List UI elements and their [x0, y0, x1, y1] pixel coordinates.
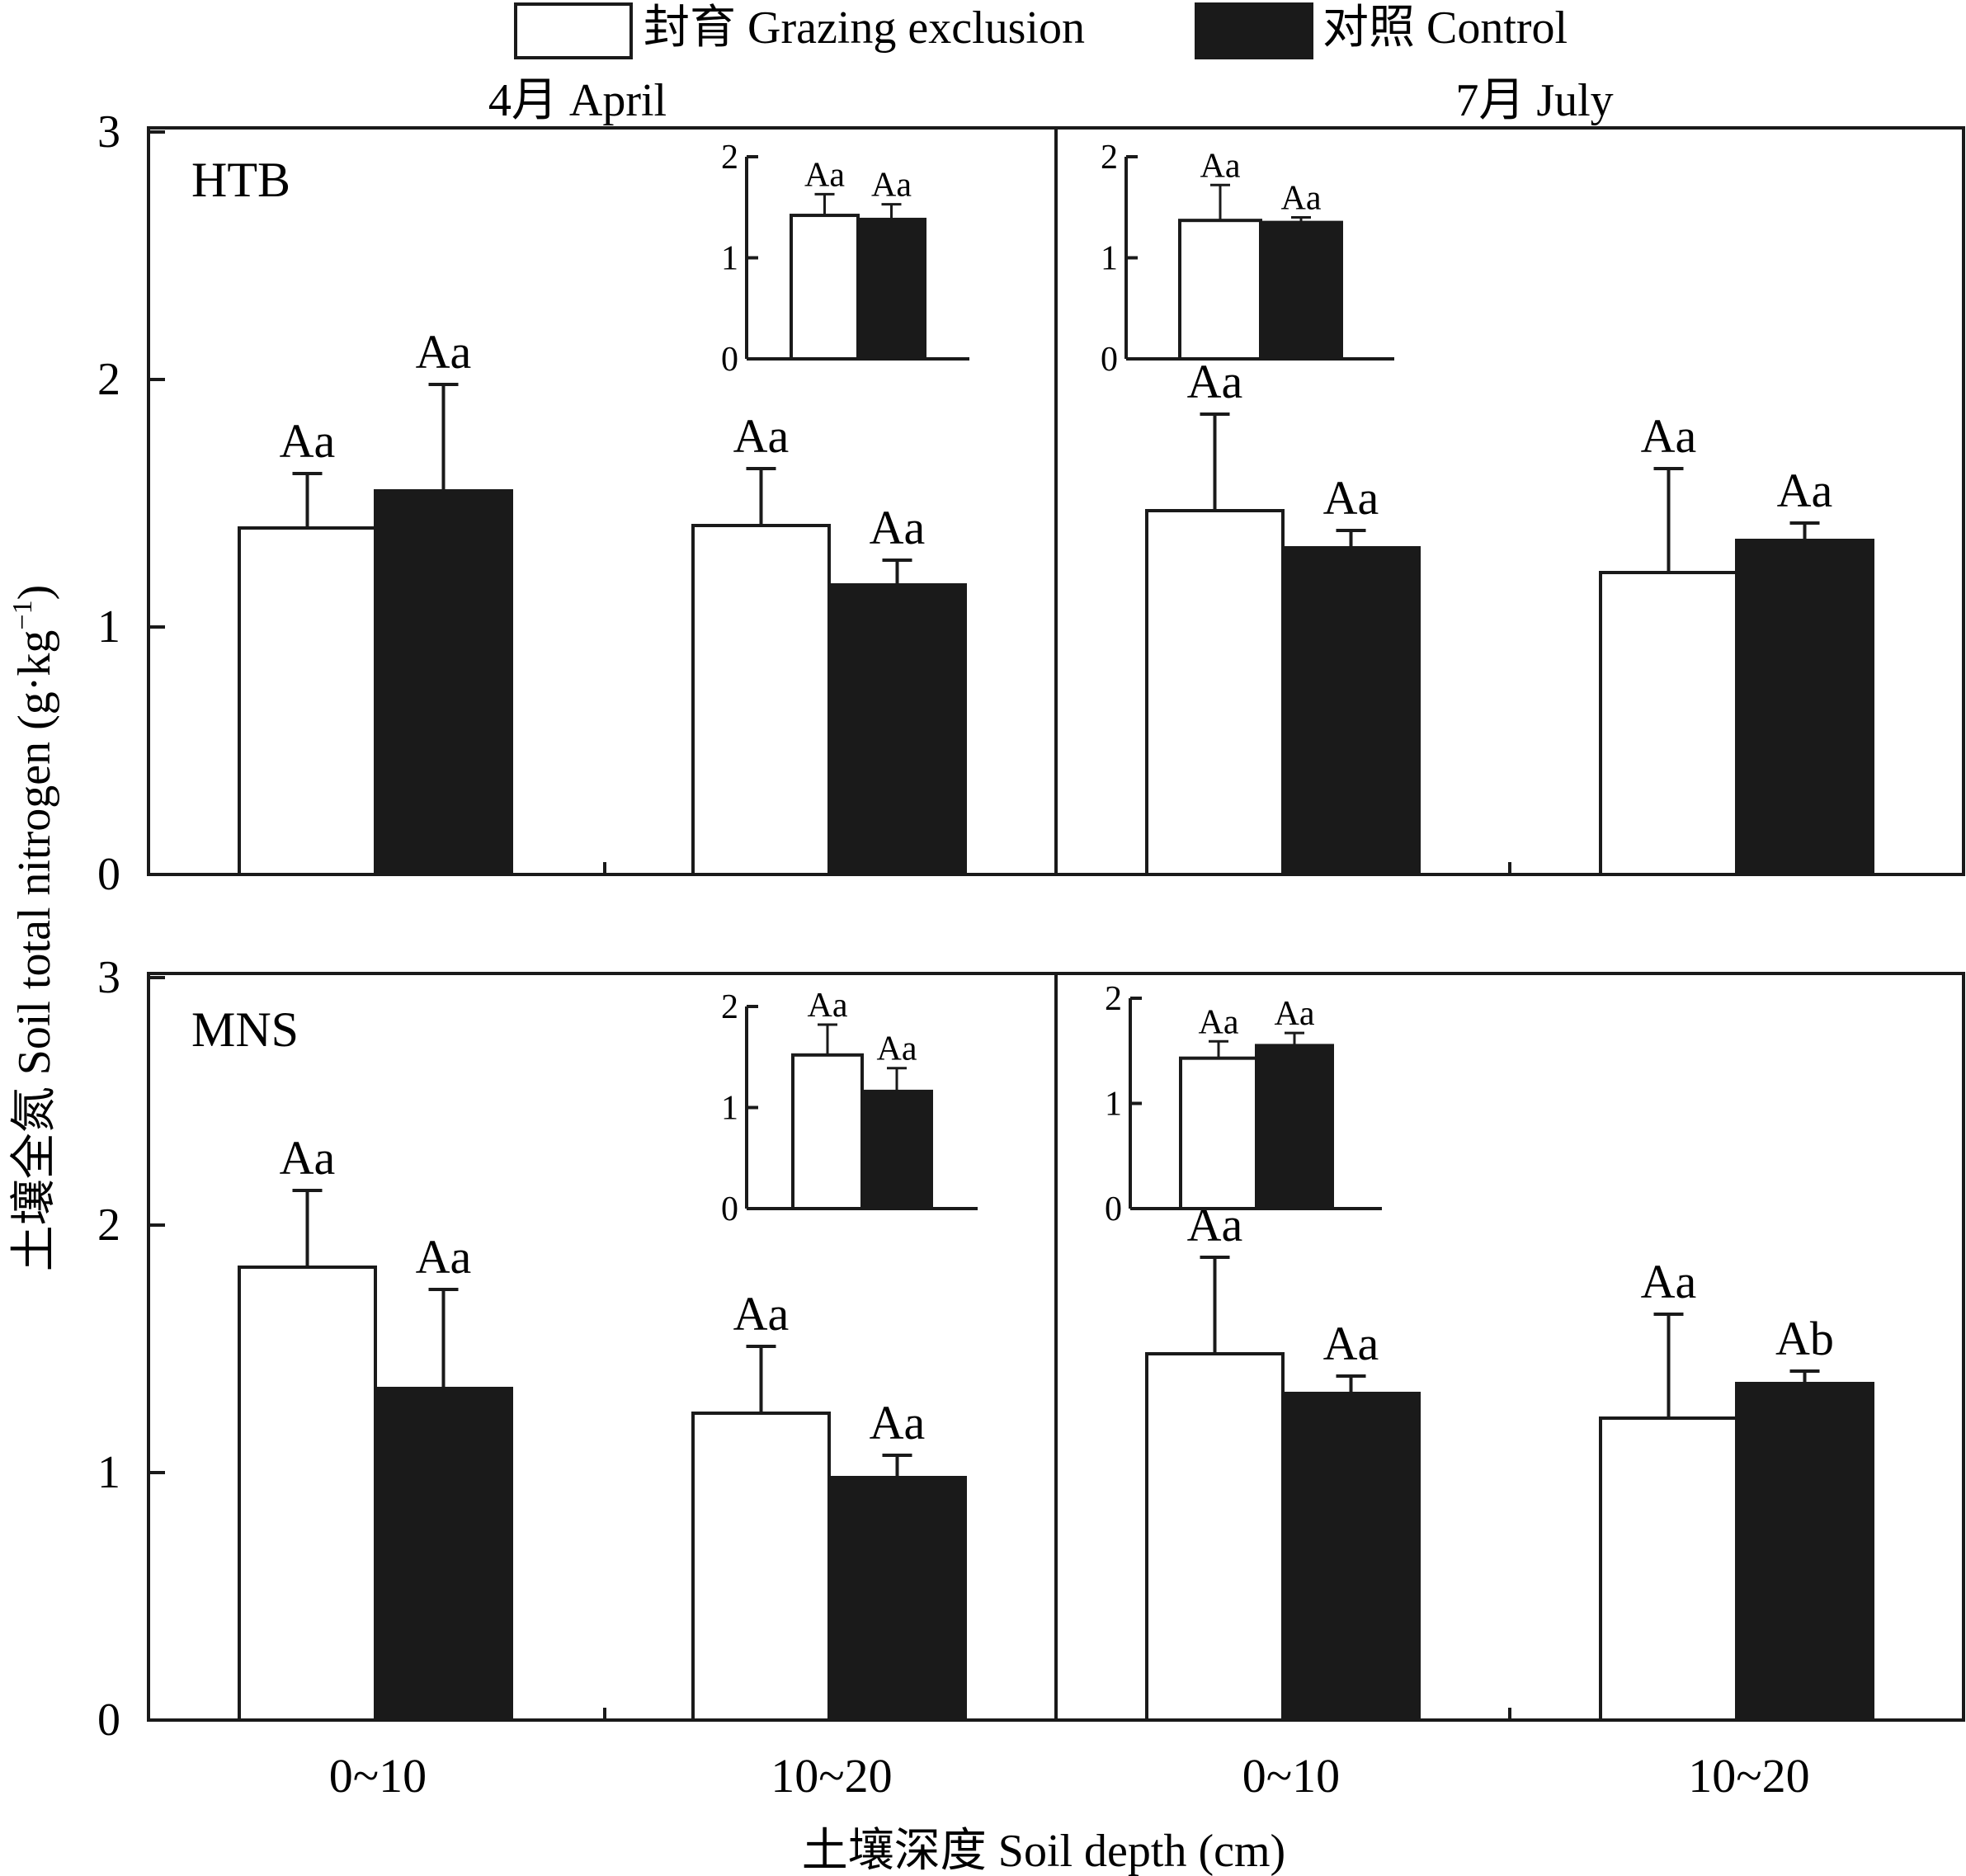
- month-label-july: 7月 July: [1455, 75, 1613, 126]
- inset-bar: [790, 214, 860, 361]
- legend-swatch-grazing-exclusion: [514, 2, 633, 59]
- inset-bar: [1179, 1056, 1258, 1211]
- inset-chart: 0 1 2 Aa Aa: [721, 987, 978, 1228]
- y-axis-label-close: ): [9, 585, 60, 601]
- significance-label: Aa: [733, 1287, 790, 1341]
- y-tick-label: 1: [97, 601, 120, 653]
- inset-y-tick-label: 2: [1101, 139, 1118, 177]
- inset-y-tick-label: 0: [721, 341, 738, 379]
- inset-chart: 0 1 2 Aa Aa: [721, 139, 969, 379]
- inset-y-tick-label: 2: [721, 988, 738, 1026]
- inset-bar: [1178, 219, 1262, 361]
- bar: [691, 1412, 831, 1722]
- inset-y-tick-label: 0: [721, 1190, 738, 1228]
- inset-significance-label: Aa: [1281, 180, 1322, 218]
- legend: 封育 Grazing exclusion 对照 Control: [514, 2, 1568, 59]
- x-tick-label: 0~10: [1242, 1749, 1340, 1803]
- significance-label: Aa: [1323, 471, 1379, 525]
- inset-y-tick-label: 2: [721, 139, 738, 177]
- inset-bar: [856, 217, 926, 361]
- bar: [1599, 1416, 1738, 1722]
- inset-significance-label: Aa: [877, 1030, 917, 1068]
- bars-mns-april: Aa Aa Aa Aa 0 1 2 Aa Aa: [238, 987, 978, 1722]
- inset-significance-label: Aa: [871, 167, 912, 205]
- inset-y-tick-label: 1: [721, 240, 738, 278]
- bars-htb-april: Aa Aa Aa Aa 0 1 2 Aa Aa: [238, 139, 969, 876]
- y-axis-label: 土壤全氮 Soil total nitrogen (g·kg−1): [7, 585, 60, 1272]
- inset-significance-label: Aa: [1275, 995, 1315, 1033]
- bar: [1281, 1392, 1421, 1722]
- y-axis-label-main: 土壤全氮 Soil total nitrogen (g·kg: [9, 630, 60, 1272]
- significance-label: Ab: [1775, 1312, 1834, 1365]
- inset-chart: 0 1 2 Aa Aa: [1105, 980, 1382, 1228]
- inset-y-tick-label: 1: [1105, 1086, 1122, 1124]
- significance-label: Aa: [733, 409, 790, 463]
- bar: [1145, 1352, 1285, 1722]
- bars-htb-july: Aa Aa Aa Aa 0 1 2 Aa Aa: [1101, 139, 1874, 876]
- inset-bar: [1255, 1044, 1334, 1210]
- month-label-april: 4月 April: [488, 75, 667, 126]
- y-axis-label-sup: −1: [7, 600, 38, 629]
- y-tick-label: 3: [97, 106, 120, 158]
- y-tick-label: 0: [97, 1695, 120, 1746]
- x-tick-label: 10~20: [771, 1749, 892, 1803]
- legend-label-grazing-exclusion: 封育 Grazing exclusion: [644, 2, 1085, 54]
- y-tick-label: 1: [97, 1447, 120, 1498]
- bar: [1145, 509, 1285, 876]
- x-tick-label: 10~20: [1688, 1749, 1809, 1803]
- inset-significance-label: Aa: [1200, 147, 1241, 185]
- significance-label: Aa: [870, 1396, 926, 1449]
- significance-label: Aa: [280, 414, 336, 468]
- significance-label: Aa: [1641, 1255, 1697, 1308]
- significance-label: Aa: [416, 1230, 472, 1284]
- bar: [1599, 571, 1738, 876]
- bar: [691, 524, 831, 876]
- inset-y-tick-label: 1: [721, 1090, 738, 1128]
- y-ticks-htb: 0 1 2 3: [97, 106, 165, 900]
- bar: [238, 526, 377, 876]
- inset-y-tick-label: 0: [1105, 1190, 1122, 1228]
- site-label-htb: HTB: [191, 153, 290, 207]
- bars-mns-july: Aa Aa Aa Ab 0 1 2 Aa Aa: [1105, 980, 1874, 1722]
- legend-swatch-control: [1195, 2, 1313, 59]
- significance-label: Aa: [1777, 464, 1833, 517]
- significance-label: Aa: [416, 325, 472, 379]
- y-tick-label: 2: [97, 354, 120, 405]
- inset-y-tick-label: 1: [1101, 240, 1118, 278]
- inset-significance-label: Aa: [1199, 1003, 1239, 1041]
- inset-chart: 0 1 2 Aa Aa: [1101, 139, 1394, 379]
- bar: [827, 583, 967, 876]
- legend-label-control: 对照 Control: [1322, 2, 1568, 54]
- y-tick-label: 2: [97, 1200, 120, 1251]
- bar: [827, 1476, 967, 1722]
- significance-label: Aa: [1641, 409, 1697, 463]
- inset-bar: [1259, 220, 1343, 361]
- inset-y-tick-label: 0: [1101, 341, 1118, 379]
- x-axis-label: 土壤深度 Soil depth (cm): [802, 1826, 1285, 1876]
- x-tick-label: 0~10: [329, 1749, 427, 1803]
- bar: [1281, 546, 1421, 876]
- significance-label: Aa: [870, 501, 926, 554]
- bar: [1735, 1382, 1874, 1722]
- inset-significance-label: Aa: [808, 987, 848, 1025]
- y-ticks-mns: 0 1 2 3: [97, 952, 165, 1746]
- significance-label: Aa: [1187, 355, 1243, 408]
- bar: [374, 1387, 513, 1722]
- y-tick-label: 0: [97, 849, 120, 900]
- significance-label: Aa: [280, 1131, 336, 1185]
- inset-bar: [791, 1053, 864, 1211]
- significance-label: Aa: [1323, 1317, 1379, 1370]
- inset-bar: [860, 1089, 933, 1211]
- y-tick-label: 3: [97, 952, 120, 1003]
- site-label-mns: MNS: [191, 1002, 299, 1057]
- bar: [1735, 539, 1874, 876]
- inset-significance-label: Aa: [804, 156, 845, 194]
- bar: [238, 1266, 377, 1722]
- bar: [374, 489, 513, 876]
- inset-y-tick-label: 2: [1105, 980, 1122, 1018]
